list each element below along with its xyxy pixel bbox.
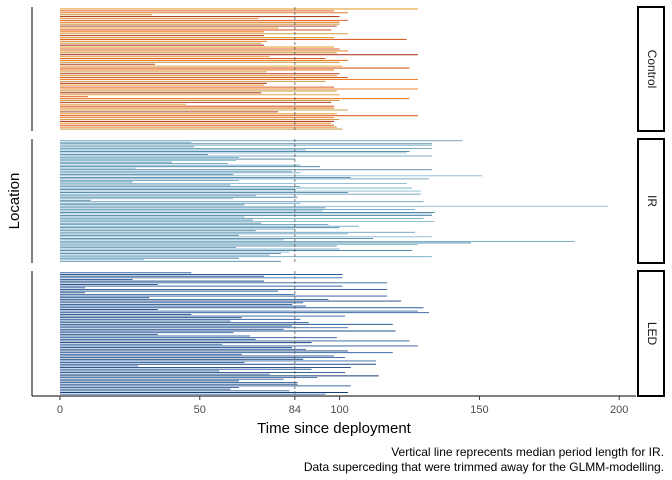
x-tick-label: 150	[470, 404, 488, 416]
x-tick-label: 200	[610, 404, 628, 416]
facet-panels: Control IR LED	[31, 6, 665, 397]
caption-line-2: Data superceding that were trimmed away …	[304, 460, 664, 474]
x-tick-label: 100	[330, 404, 348, 416]
facet-ir: IR	[31, 138, 665, 264]
x-tick-label: 50	[194, 404, 206, 416]
facet-strip-label: IR	[645, 195, 659, 207]
facet-strip-label: Control	[645, 50, 659, 89]
x-tick-label: 0	[57, 404, 63, 416]
x-axis-ticks: 0 50 84 100 150 200	[57, 396, 628, 416]
facet-control: Control	[31, 6, 665, 132]
x-axis-title: Time since deployment	[257, 420, 412, 437]
facet-strip-label: LED	[645, 322, 659, 346]
x-tick-label: 84	[289, 404, 301, 416]
facet-strip	[637, 6, 665, 132]
y-axis-title: Location	[6, 173, 23, 230]
facet-strip	[637, 270, 665, 397]
facet-led: LED	[31, 270, 665, 397]
caption-line-1: Vertical line reprecents median period l…	[391, 445, 664, 459]
facet-strip	[637, 138, 665, 264]
